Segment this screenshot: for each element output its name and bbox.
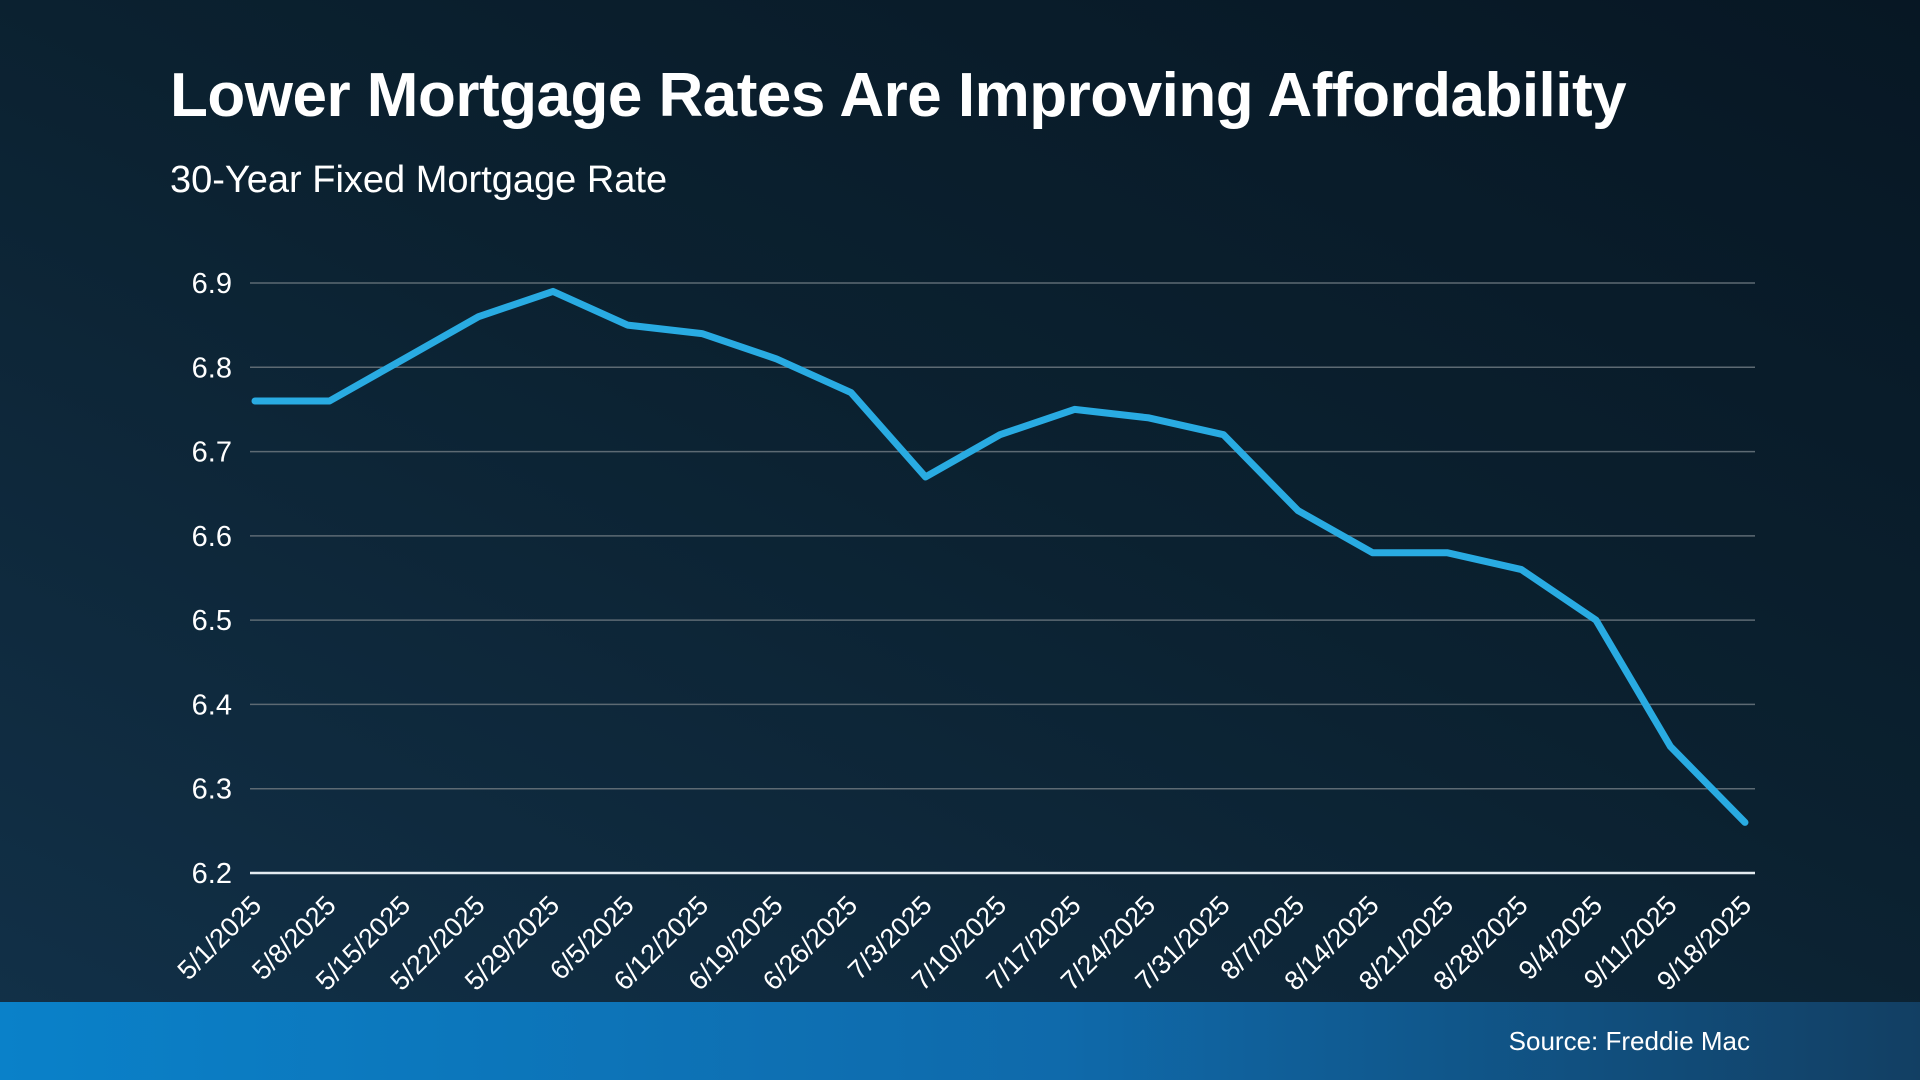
gridlines	[250, 282, 1755, 875]
chart-subtitle: 30-Year Fixed Mortgage Rate	[170, 159, 668, 201]
source-label: Source: Freddie Mac	[1508, 1025, 1750, 1056]
y-tick-label: 6.5	[192, 605, 232, 637]
x-axis-labels: 5/1/20255/8/20255/15/20255/22/20255/29/2…	[172, 890, 1758, 996]
rate-line	[251, 287, 1749, 826]
y-tick-label: 6.7	[192, 437, 232, 469]
y-tick-label: 6.9	[192, 268, 232, 300]
y-axis-labels: 6.2 6.3 6.4 6.5 6.6 6.7 6.8 6.9	[192, 268, 232, 890]
y-tick-label: 6.6	[192, 521, 232, 553]
y-tick-label: 6.3	[192, 774, 232, 806]
y-tick-label: 6.8	[192, 352, 232, 384]
footer-bar: Source: Freddie Mac	[0, 1002, 1920, 1080]
y-tick-label: 6.4	[192, 689, 232, 721]
y-tick-label: 6.2	[192, 858, 232, 890]
chart-title: Lower Mortgage Rates Are Improving Affor…	[170, 61, 1627, 130]
